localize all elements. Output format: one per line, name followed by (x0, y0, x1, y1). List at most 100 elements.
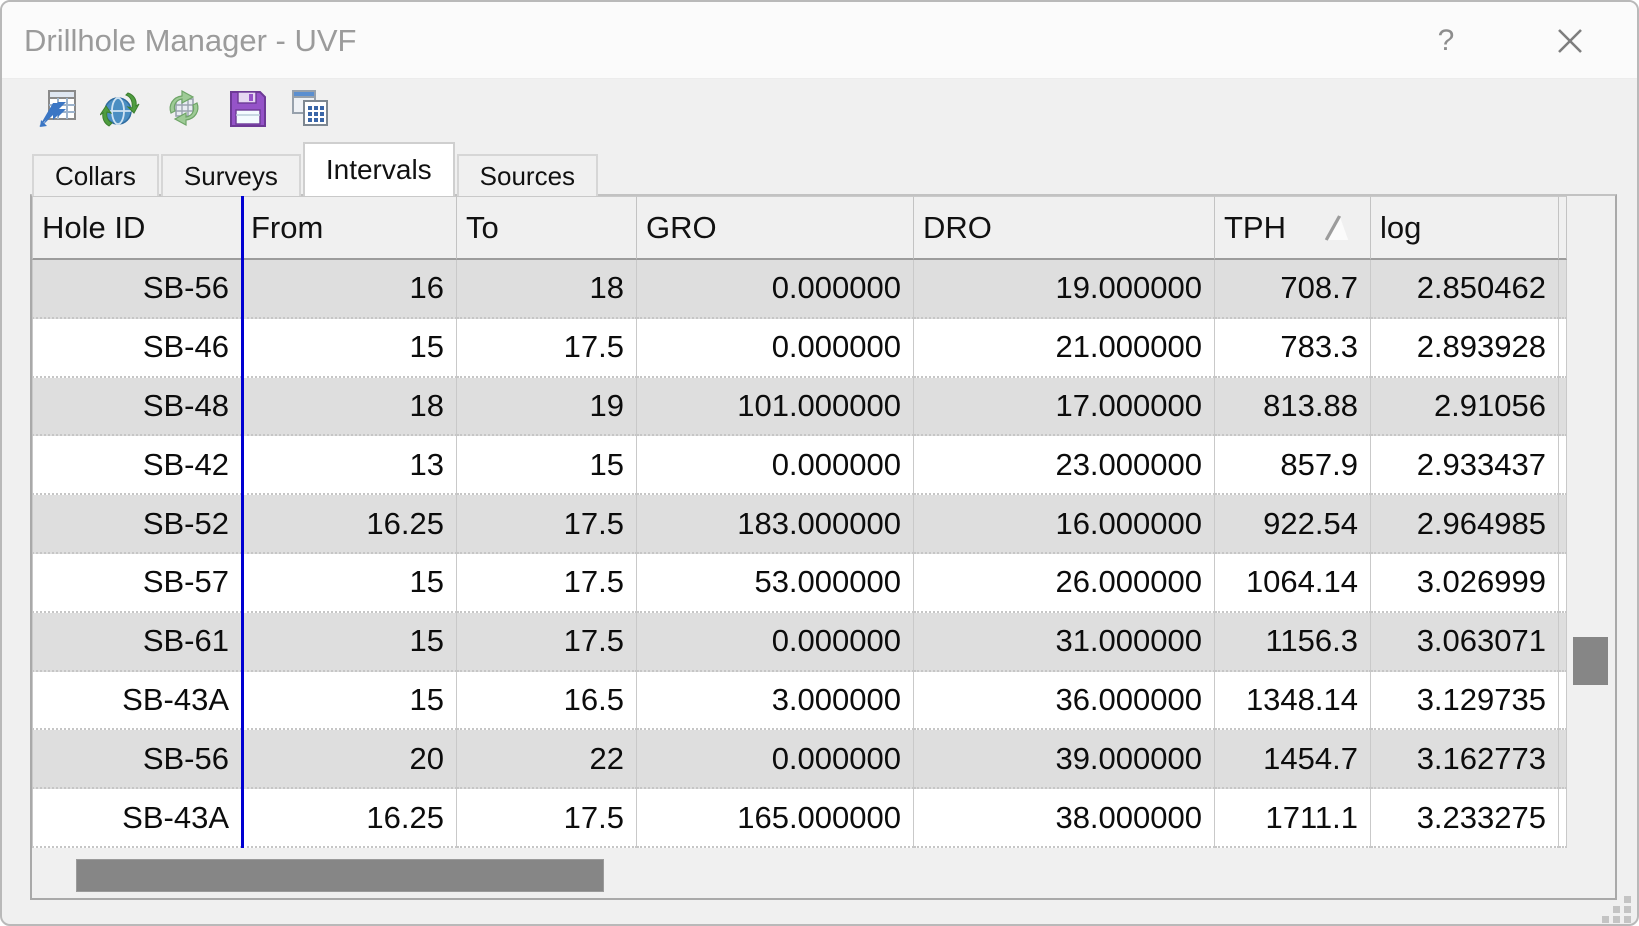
save-button[interactable] (225, 86, 269, 130)
table-cell[interactable]: 16.25 (242, 789, 457, 848)
table-cell[interactable]: 165.000000 (637, 789, 914, 848)
table-cell[interactable]: SB-56 (32, 260, 242, 319)
send-to-table-button[interactable] (36, 86, 80, 130)
table-cell[interactable]: 1711.1 (1215, 789, 1371, 848)
table-cell[interactable]: 15 (457, 436, 637, 496)
table-cell[interactable]: SB-56 (32, 730, 242, 790)
tab-collars[interactable]: Collars (32, 154, 159, 196)
table-cell[interactable]: SB-43A (32, 789, 242, 848)
table-cell[interactable]: 53.000000 (637, 553, 914, 613)
column-header-from[interactable]: From (242, 196, 457, 260)
tab-surveys[interactable]: Surveys (160, 154, 301, 196)
vertical-scrollbar-thumb[interactable] (1573, 637, 1608, 685)
table-cell[interactable]: 21.000000 (914, 318, 1215, 378)
column-header-gro[interactable]: GRO (637, 196, 914, 260)
column-header-to[interactable]: To (457, 196, 637, 260)
table-cell[interactable]: 17.5 (457, 789, 637, 848)
table-cell[interactable]: 783.3 (1215, 318, 1371, 378)
horizontal-scrollbar[interactable] (32, 848, 1615, 898)
table-cell[interactable]: 20 (242, 730, 457, 790)
table-cell[interactable]: 813.88 (1215, 377, 1371, 437)
table-cell[interactable]: 15 (242, 612, 457, 672)
table-cell[interactable]: 2.933437 (1371, 436, 1559, 496)
column-header-dro[interactable]: DRO (914, 196, 1215, 260)
table-cell[interactable]: 39.000000 (914, 730, 1215, 790)
table-cell[interactable]: 15 (242, 553, 457, 613)
vertical-scrollbar[interactable] (1567, 196, 1615, 848)
tab-sources[interactable]: Sources (456, 154, 599, 196)
table-row[interactable]: SB-61 15 17.5 0.000000 31.000000 1156.3 3.0630… (32, 612, 1567, 672)
table-cell[interactable]: 16.25 (242, 495, 457, 554)
column-header-tph[interactable]: TPH (1215, 196, 1371, 260)
table-cell[interactable]: 3.233275 (1371, 789, 1559, 848)
table-cell[interactable]: 16.000000 (914, 495, 1215, 554)
table-cell[interactable]: 13 (242, 436, 457, 496)
table-cell[interactable]: 17.5 (457, 553, 637, 613)
table-cell[interactable]: 0.000000 (637, 612, 914, 672)
table-cell[interactable]: SB-52 (32, 495, 242, 554)
table-row[interactable]: SB-56 20 22 0.000000 39.000000 1454.7 3.162773 (32, 730, 1567, 790)
column-header-hole-id[interactable]: Hole ID (32, 196, 242, 260)
table-cell[interactable]: 1156.3 (1215, 612, 1371, 672)
table-cell[interactable]: 17.000000 (914, 377, 1215, 437)
table-cell[interactable]: 3.063071 (1371, 612, 1559, 672)
table-cell[interactable]: SB-48 (32, 377, 242, 437)
copy-grid-button[interactable] (288, 86, 332, 130)
table-row[interactable]: SB-43A 15 16.5 3.000000 36.000000 1348.14 3.12… (32, 671, 1567, 731)
table-row[interactable]: SB-56 16 18 0.000000 19.000000 708.7 2.850462 (32, 260, 1567, 319)
table-cell[interactable]: 0.000000 (637, 436, 914, 496)
table-cell[interactable]: 17.5 (457, 318, 637, 378)
table-cell[interactable]: 17.5 (457, 612, 637, 672)
table-cell[interactable]: 0.000000 (637, 318, 914, 378)
table-row[interactable]: SB-48 18 19 101.000000 17.000000 813.88 2.9105… (32, 377, 1567, 437)
table-cell[interactable]: 23.000000 (914, 436, 1215, 496)
tab-intervals[interactable]: Intervals (302, 142, 455, 196)
table-cell[interactable]: 18 (242, 377, 457, 437)
table-cell[interactable]: 0.000000 (637, 260, 914, 319)
table-cell[interactable]: 3.129735 (1371, 671, 1559, 731)
table-cell[interactable]: 2.91056 (1371, 377, 1559, 437)
table-cell[interactable]: 183.000000 (637, 495, 914, 554)
table-cell[interactable]: 15 (242, 671, 457, 731)
sync-web-button[interactable] (99, 86, 143, 130)
table-cell[interactable]: 2.893928 (1371, 318, 1559, 378)
table-cell[interactable]: 857.9 (1215, 436, 1371, 496)
close-button[interactable] (1546, 18, 1594, 64)
table-cell[interactable]: 19.000000 (914, 260, 1215, 319)
table-cell[interactable]: 2.964985 (1371, 495, 1559, 554)
table-cell[interactable]: SB-43A (32, 671, 242, 731)
table-cell[interactable]: 18 (457, 260, 637, 319)
table-cell[interactable]: 101.000000 (637, 377, 914, 437)
horizontal-scrollbar-thumb[interactable] (76, 859, 604, 892)
table-row[interactable]: SB-52 16.25 17.5 183.000000 16.000000 922.54 2… (32, 495, 1567, 554)
table-cell[interactable]: 3.026999 (1371, 553, 1559, 613)
table-cell[interactable]: SB-42 (32, 436, 242, 496)
resize-grip-icon[interactable] (1600, 896, 1634, 924)
table-cell[interactable]: 22 (457, 730, 637, 790)
help-button[interactable]: ? (1422, 18, 1470, 64)
table-row[interactable]: SB-43A 16.25 17.5 165.000000 38.000000 1711.1… (32, 789, 1567, 848)
table-row[interactable]: SB-46 15 17.5 0.000000 21.000000 783.3 2.89392… (32, 318, 1567, 378)
table-cell[interactable]: 16.5 (457, 671, 637, 731)
table-cell[interactable]: SB-46 (32, 318, 242, 378)
table-cell[interactable]: 3.162773 (1371, 730, 1559, 790)
table-row[interactable]: SB-57 15 17.5 53.000000 26.000000 1064.14 3.02… (32, 553, 1567, 613)
table-cell[interactable]: 36.000000 (914, 671, 1215, 731)
table-cell[interactable]: 0.000000 (637, 730, 914, 790)
table-cell[interactable]: 26.000000 (914, 553, 1215, 613)
table-cell[interactable]: 15 (242, 318, 457, 378)
table-cell[interactable]: 31.000000 (914, 612, 1215, 672)
table-cell[interactable]: SB-57 (32, 553, 242, 613)
refresh-table-button[interactable] (162, 86, 206, 130)
table-cell[interactable]: 19 (457, 377, 637, 437)
table-cell[interactable]: 2.850462 (1371, 260, 1559, 319)
column-header-log[interactable]: log (1371, 196, 1559, 260)
table-cell[interactable]: 1064.14 (1215, 553, 1371, 613)
table-cell[interactable]: 708.7 (1215, 260, 1371, 319)
table-row[interactable]: SB-42 13 15 0.000000 23.000000 857.9 2.933437 (32, 436, 1567, 496)
table-cell[interactable]: 922.54 (1215, 495, 1371, 554)
table-cell[interactable]: 38.000000 (914, 789, 1215, 848)
table-cell[interactable]: 3.000000 (637, 671, 914, 731)
table-cell[interactable]: 16 (242, 260, 457, 319)
table-cell[interactable]: SB-61 (32, 612, 242, 672)
